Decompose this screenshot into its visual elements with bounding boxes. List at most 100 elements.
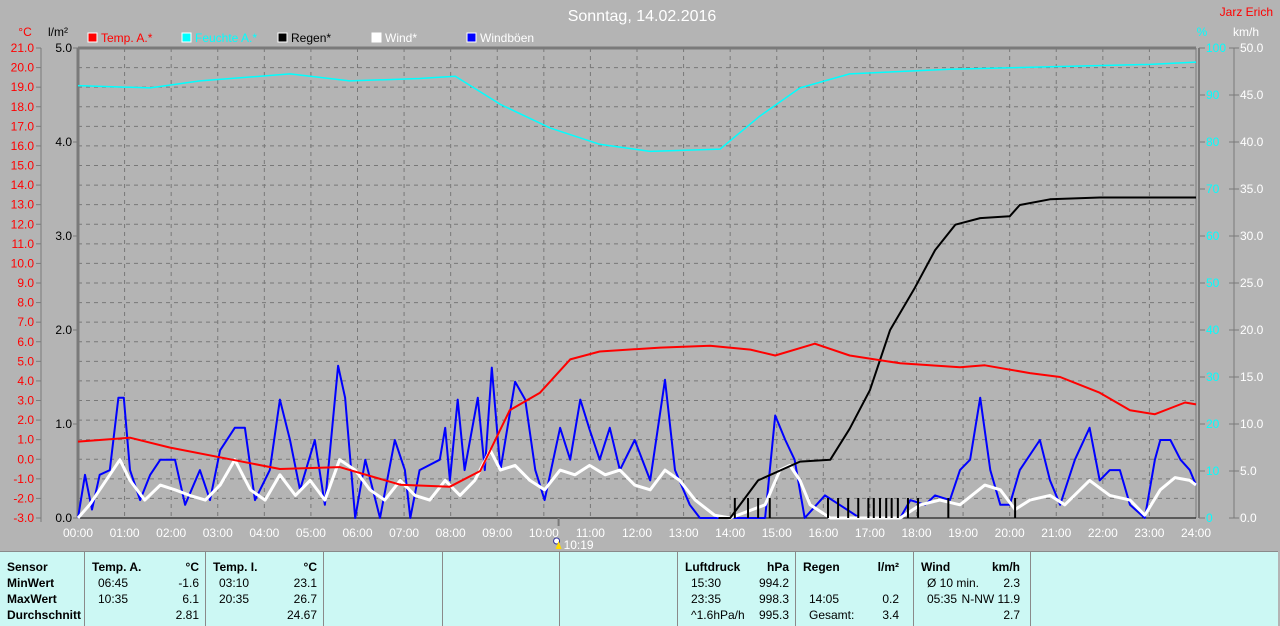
humidity-tick-label: 30	[1206, 370, 1220, 384]
temp-tick-label: 19.0	[11, 80, 35, 94]
table-column: Temp. I. °C 03:10 23.1 20:35 26.7 24.67	[205, 552, 323, 626]
temp-tick-label: 0.0	[17, 452, 34, 466]
series-line-regen	[719, 198, 1197, 519]
table-cell-value: 994.2	[759, 576, 789, 590]
table-cell-value: °C	[186, 560, 199, 574]
temp-tick-label: 11.0	[12, 237, 35, 251]
table-cell-label: 03:10	[219, 576, 249, 590]
x-tick-label: 07:00	[389, 526, 419, 540]
temp-tick-label: 2.0	[17, 413, 34, 427]
table-cell-label: Temp. I.	[213, 560, 257, 574]
current-time-label: 10:19	[564, 538, 594, 551]
temp-tick-label: 7.0	[17, 315, 34, 329]
table-cell-value: -1.6	[178, 576, 199, 590]
weather-chart: Sonntag, 14.02.2016 Jarz Erich °C l/m² %…	[0, 0, 1280, 551]
legend-label: Regen*	[291, 31, 331, 45]
x-tick-label: 16:00	[808, 526, 838, 540]
x-tick-label: 19:00	[948, 526, 978, 540]
temp-tick-label: 16.0	[11, 139, 35, 153]
temp-tick-label: 18.0	[11, 100, 35, 114]
legend-label: Temp. A.*	[101, 31, 153, 45]
author-label: Jarz Erich	[1220, 5, 1273, 19]
table-cell-value: 998.3	[759, 592, 789, 606]
table-cell-value: 0.2	[882, 592, 899, 606]
wind-tick-label: 45.0	[1240, 88, 1264, 102]
table-cell-value: 26.7	[294, 592, 317, 606]
x-tick-label: 06:00	[342, 526, 372, 540]
table-cell-label: Sensor	[7, 560, 48, 574]
temp-tick-label: 13.0	[11, 198, 35, 212]
table-cell-label: 14:05	[809, 592, 839, 606]
legend: Temp. A.*Feuchte A.*Regen*Wind*Windböen	[88, 31, 534, 45]
rain-tick-label: 5.0	[55, 41, 72, 55]
x-tick-label: 17:00	[855, 526, 885, 540]
table-cell-value: 24.67	[287, 608, 317, 622]
humidity-tick-label: 20	[1206, 417, 1220, 431]
x-tick-label: 08:00	[436, 526, 466, 540]
table-cell-value: 2.81	[176, 608, 199, 622]
x-tick-label: 21:00	[1041, 526, 1071, 540]
wind-tick-label: 0.0	[1240, 511, 1257, 525]
table-cell-value: 3.4	[882, 608, 899, 622]
x-tick-label: 22:00	[1088, 526, 1118, 540]
wind-tick-label: 40.0	[1240, 135, 1264, 149]
x-tick-label: 20:00	[995, 526, 1025, 540]
temp-tick-label: 10.0	[11, 256, 35, 270]
humidity-tick-label: 50	[1206, 276, 1220, 290]
rain-tick-label: 1.0	[55, 417, 72, 431]
x-tick-label: 23:00	[1134, 526, 1164, 540]
chart-title: Sonntag, 14.02.2016	[568, 8, 717, 25]
humidity-tick-label: 0	[1206, 511, 1213, 525]
table-cell-label: 06:45	[98, 576, 128, 590]
legend-swatch	[278, 33, 287, 42]
humidity-unit-label: %	[1197, 25, 1208, 39]
table-cell-value: 23.1	[294, 576, 317, 590]
table-cell-label: Temp. A.	[92, 560, 141, 574]
table-cell-value: °C	[304, 560, 317, 574]
rain-tick-label: 3.0	[55, 229, 72, 243]
table-cell-label: Ø 10 min.	[927, 576, 979, 590]
x-tick-label: 14:00	[715, 526, 745, 540]
wind-tick-label: 30.0	[1240, 229, 1264, 243]
wind-tick-label: 10.0	[1240, 417, 1264, 431]
legend-label: Windböen	[480, 31, 534, 45]
rain-tick-label: 0.0	[55, 511, 72, 525]
rain-unit-label: l/m²	[48, 25, 68, 39]
table-cell-label: Regen	[803, 560, 840, 574]
wind-tick-label: 15.0	[1240, 370, 1264, 384]
table-cell-value: 995.3	[759, 608, 789, 622]
temp-tick-label: 3.0	[17, 394, 34, 408]
table-cell-value: hPa	[767, 560, 789, 574]
table-cell-value: 2.3	[1003, 576, 1020, 590]
legend-swatch	[88, 33, 97, 42]
humidity-tick-label: 90	[1206, 88, 1220, 102]
x-tick-label: 03:00	[203, 526, 233, 540]
table-cell-label: Durchschnitt	[7, 608, 81, 622]
x-tick-label: 00:00	[63, 526, 93, 540]
temp-tick-label: 4.0	[17, 374, 34, 388]
table-cell-value: 2.7	[1003, 608, 1020, 622]
table-cell-label: 05:35	[927, 592, 957, 606]
temp-tick-label: 15.0	[11, 159, 35, 173]
x-tick-label: 04:00	[249, 526, 279, 540]
temp-tick-label: -3.0	[13, 511, 34, 525]
table-column	[323, 552, 442, 626]
x-tick-label: 10:00	[529, 526, 559, 540]
table-cell-label: 20:35	[219, 592, 249, 606]
table-cell-label: 15:30	[691, 576, 721, 590]
temp-tick-label: -2.0	[13, 491, 34, 505]
x-tick-label: 01:00	[110, 526, 140, 540]
temp-tick-label: 12.0	[11, 217, 35, 231]
legend-swatch	[467, 33, 476, 42]
wind-tick-label: 20.0	[1240, 323, 1264, 337]
wind-tick-label: 5.0	[1240, 464, 1257, 478]
table-cell-label: ^1.6hPa/h	[691, 608, 745, 622]
humidity-tick-label: 100	[1206, 41, 1226, 55]
rain-tick-label: 4.0	[55, 135, 72, 149]
legend-label: Feuchte A.*	[195, 31, 257, 45]
temp-tick-label: 1.0	[17, 433, 34, 447]
x-tick-label: 15:00	[762, 526, 792, 540]
